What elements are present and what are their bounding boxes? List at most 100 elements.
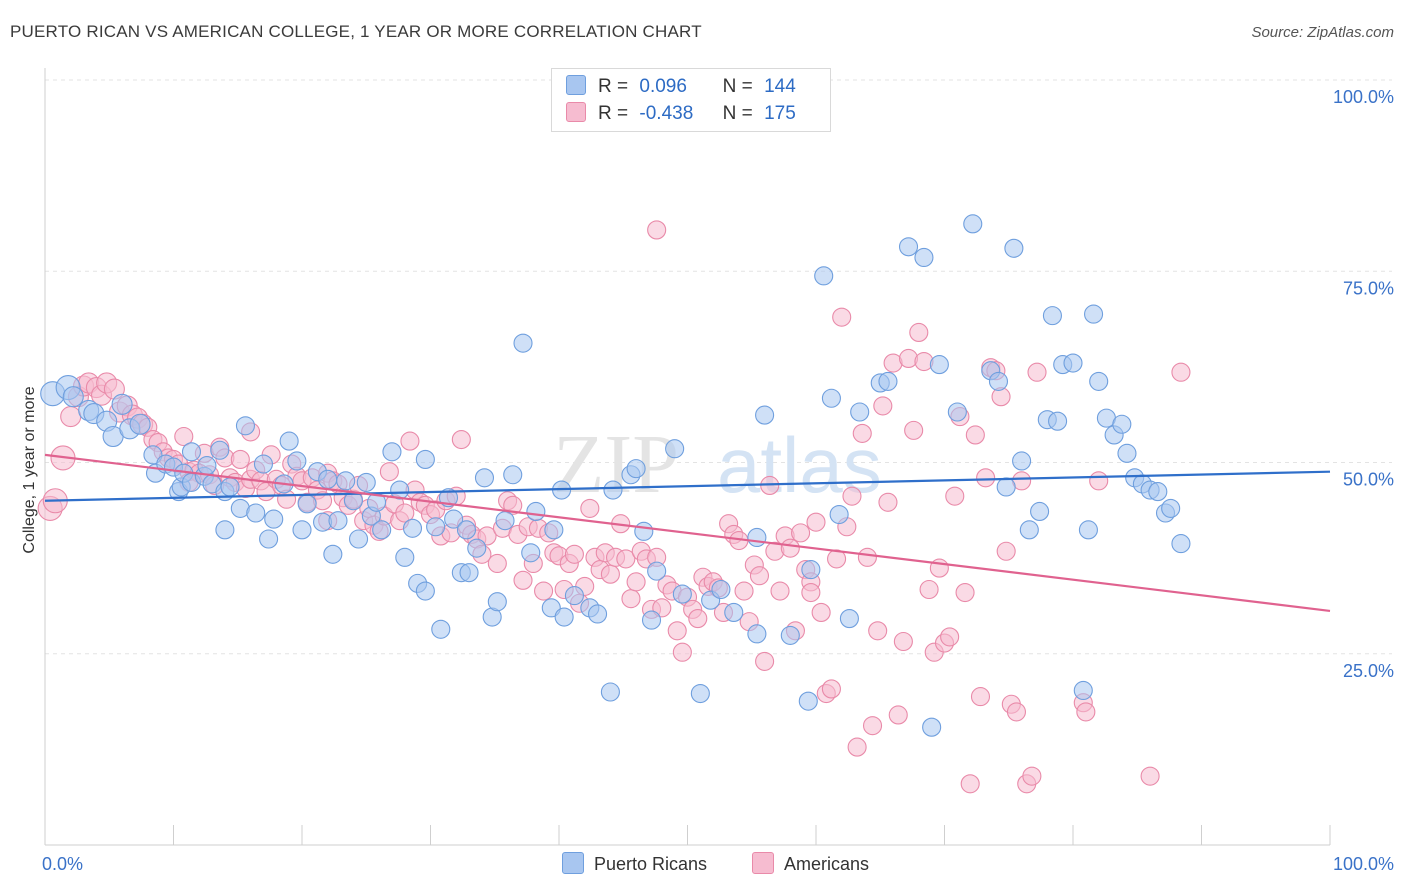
puerto-ricans-point	[898, 237, 919, 257]
puerto-ricans-point	[626, 459, 646, 479]
puerto-ricans-point	[143, 445, 163, 465]
puerto-ricans-point	[372, 520, 392, 540]
americans-point	[878, 492, 898, 512]
americans-point	[955, 582, 975, 603]
americans-point	[832, 307, 852, 327]
bottom-legend-swatch-americans	[752, 852, 774, 874]
puerto-ricans-point	[641, 610, 662, 630]
puerto-ricans-point	[929, 355, 949, 375]
americans-point	[734, 581, 754, 601]
puerto-ricans-point	[415, 449, 435, 469]
americans-point	[909, 322, 929, 343]
legend-r-label: R =	[598, 103, 629, 124]
source-credit: Source: ZipAtlas.com	[1251, 24, 1394, 41]
puerto-ricans-point	[431, 619, 451, 639]
puerto-ricans-point	[390, 480, 410, 500]
americans-point	[1171, 362, 1191, 382]
americans-point	[534, 581, 554, 601]
legend-r-label: R =	[598, 76, 629, 97]
americans-point	[647, 220, 667, 240]
puerto-ricans-point	[521, 543, 541, 563]
puerto-ricans-point	[1004, 238, 1024, 258]
americans-point	[621, 589, 641, 609]
americans-point	[688, 609, 708, 629]
legend-n-label: N =	[722, 76, 753, 97]
puerto-ricans-point	[526, 501, 546, 522]
legend-r-value: -0.438	[639, 103, 694, 124]
bottom-legend-swatch-puerto-ricans	[562, 852, 584, 874]
americans-point	[755, 651, 775, 671]
puerto-ricans-point	[111, 393, 133, 415]
y-tick-label: 75.0%	[1343, 278, 1394, 298]
americans-point	[847, 737, 867, 757]
puerto-ricans-point	[62, 386, 84, 408]
puerto-ricans-point	[541, 598, 561, 618]
puerto-ricans-point	[1084, 304, 1104, 324]
puerto-ricans-point	[821, 388, 841, 408]
americans-point	[564, 544, 584, 564]
americans-point	[487, 553, 507, 574]
americans-point	[60, 406, 82, 428]
puerto-ricans-point	[665, 439, 685, 459]
americans-point	[400, 431, 420, 451]
americans-point	[842, 486, 862, 506]
puerto-ricans-point	[348, 529, 369, 549]
puerto-ricans-point	[798, 691, 818, 711]
trend-line-puerto-ricans	[44, 470, 1331, 502]
puerto-ricans-point	[253, 454, 274, 474]
americans-point	[652, 598, 672, 618]
puerto-ricans-point	[129, 413, 151, 435]
x-tick-label: 0.0%	[42, 854, 83, 874]
americans-point	[801, 582, 821, 603]
americans-point	[672, 642, 692, 662]
puerto-ricans-point	[1148, 482, 1168, 502]
americans-point	[477, 526, 497, 546]
puerto-ricans-point	[690, 683, 710, 704]
y-tick-label: 100.0%	[1333, 87, 1394, 107]
puerto-ricans-point	[996, 477, 1016, 497]
puerto-ricans-point	[287, 451, 307, 471]
puerto-ricans-point	[814, 266, 834, 286]
puerto-ricans-point	[297, 494, 317, 514]
legend-swatch-puerto-ricans	[566, 75, 586, 95]
americans-point	[1076, 702, 1096, 722]
puerto-ricans-point	[474, 468, 495, 488]
puerto-ricans-point	[564, 586, 584, 606]
puerto-ricans-point	[603, 480, 623, 500]
puerto-ricans-point	[1042, 306, 1062, 326]
puerto-ricans-point	[755, 405, 775, 425]
puerto-ricans-point	[600, 682, 620, 702]
puerto-ricans-point	[426, 517, 446, 537]
puerto-ricans-point	[318, 469, 338, 489]
americans-point	[893, 631, 913, 652]
puerto-ricans-point	[747, 527, 767, 548]
puerto-ricans-point	[513, 333, 533, 353]
puerto-ricans-point	[264, 509, 284, 529]
y-tick-label: 25.0%	[1343, 661, 1394, 681]
puerto-ricans-point	[235, 416, 256, 436]
americans-point	[1022, 766, 1042, 786]
americans-point	[513, 570, 533, 590]
puerto-ricans-point	[1012, 451, 1032, 471]
puerto-ricans-point	[215, 520, 235, 540]
tick-labels: 100.0% 75.0% 50.0% 25.0% 0.0% 100.0%	[42, 87, 1394, 874]
puerto-ricans-point	[829, 504, 849, 525]
puerto-ricans-point	[1171, 534, 1191, 554]
puerto-ricans-point	[801, 560, 821, 580]
puerto-ricans-point	[672, 584, 692, 604]
legend-swatch-americans	[566, 102, 586, 122]
puerto-ricans-point	[1117, 443, 1137, 463]
puerto-ricans-point	[323, 544, 343, 564]
americans-point	[898, 348, 919, 369]
puerto-ricans-point	[210, 440, 230, 460]
bottom-legend-americans: Americans	[752, 852, 869, 875]
puerto-ricans-point	[503, 465, 523, 485]
legend-n-label: N =	[722, 103, 753, 124]
americans-point	[451, 429, 471, 450]
americans-point	[503, 495, 523, 515]
americans-point	[791, 523, 811, 543]
puerto-ricans-point	[259, 529, 279, 549]
bottom-legend-label: Americans	[784, 854, 870, 874]
puerto-ricans-point	[839, 609, 859, 629]
